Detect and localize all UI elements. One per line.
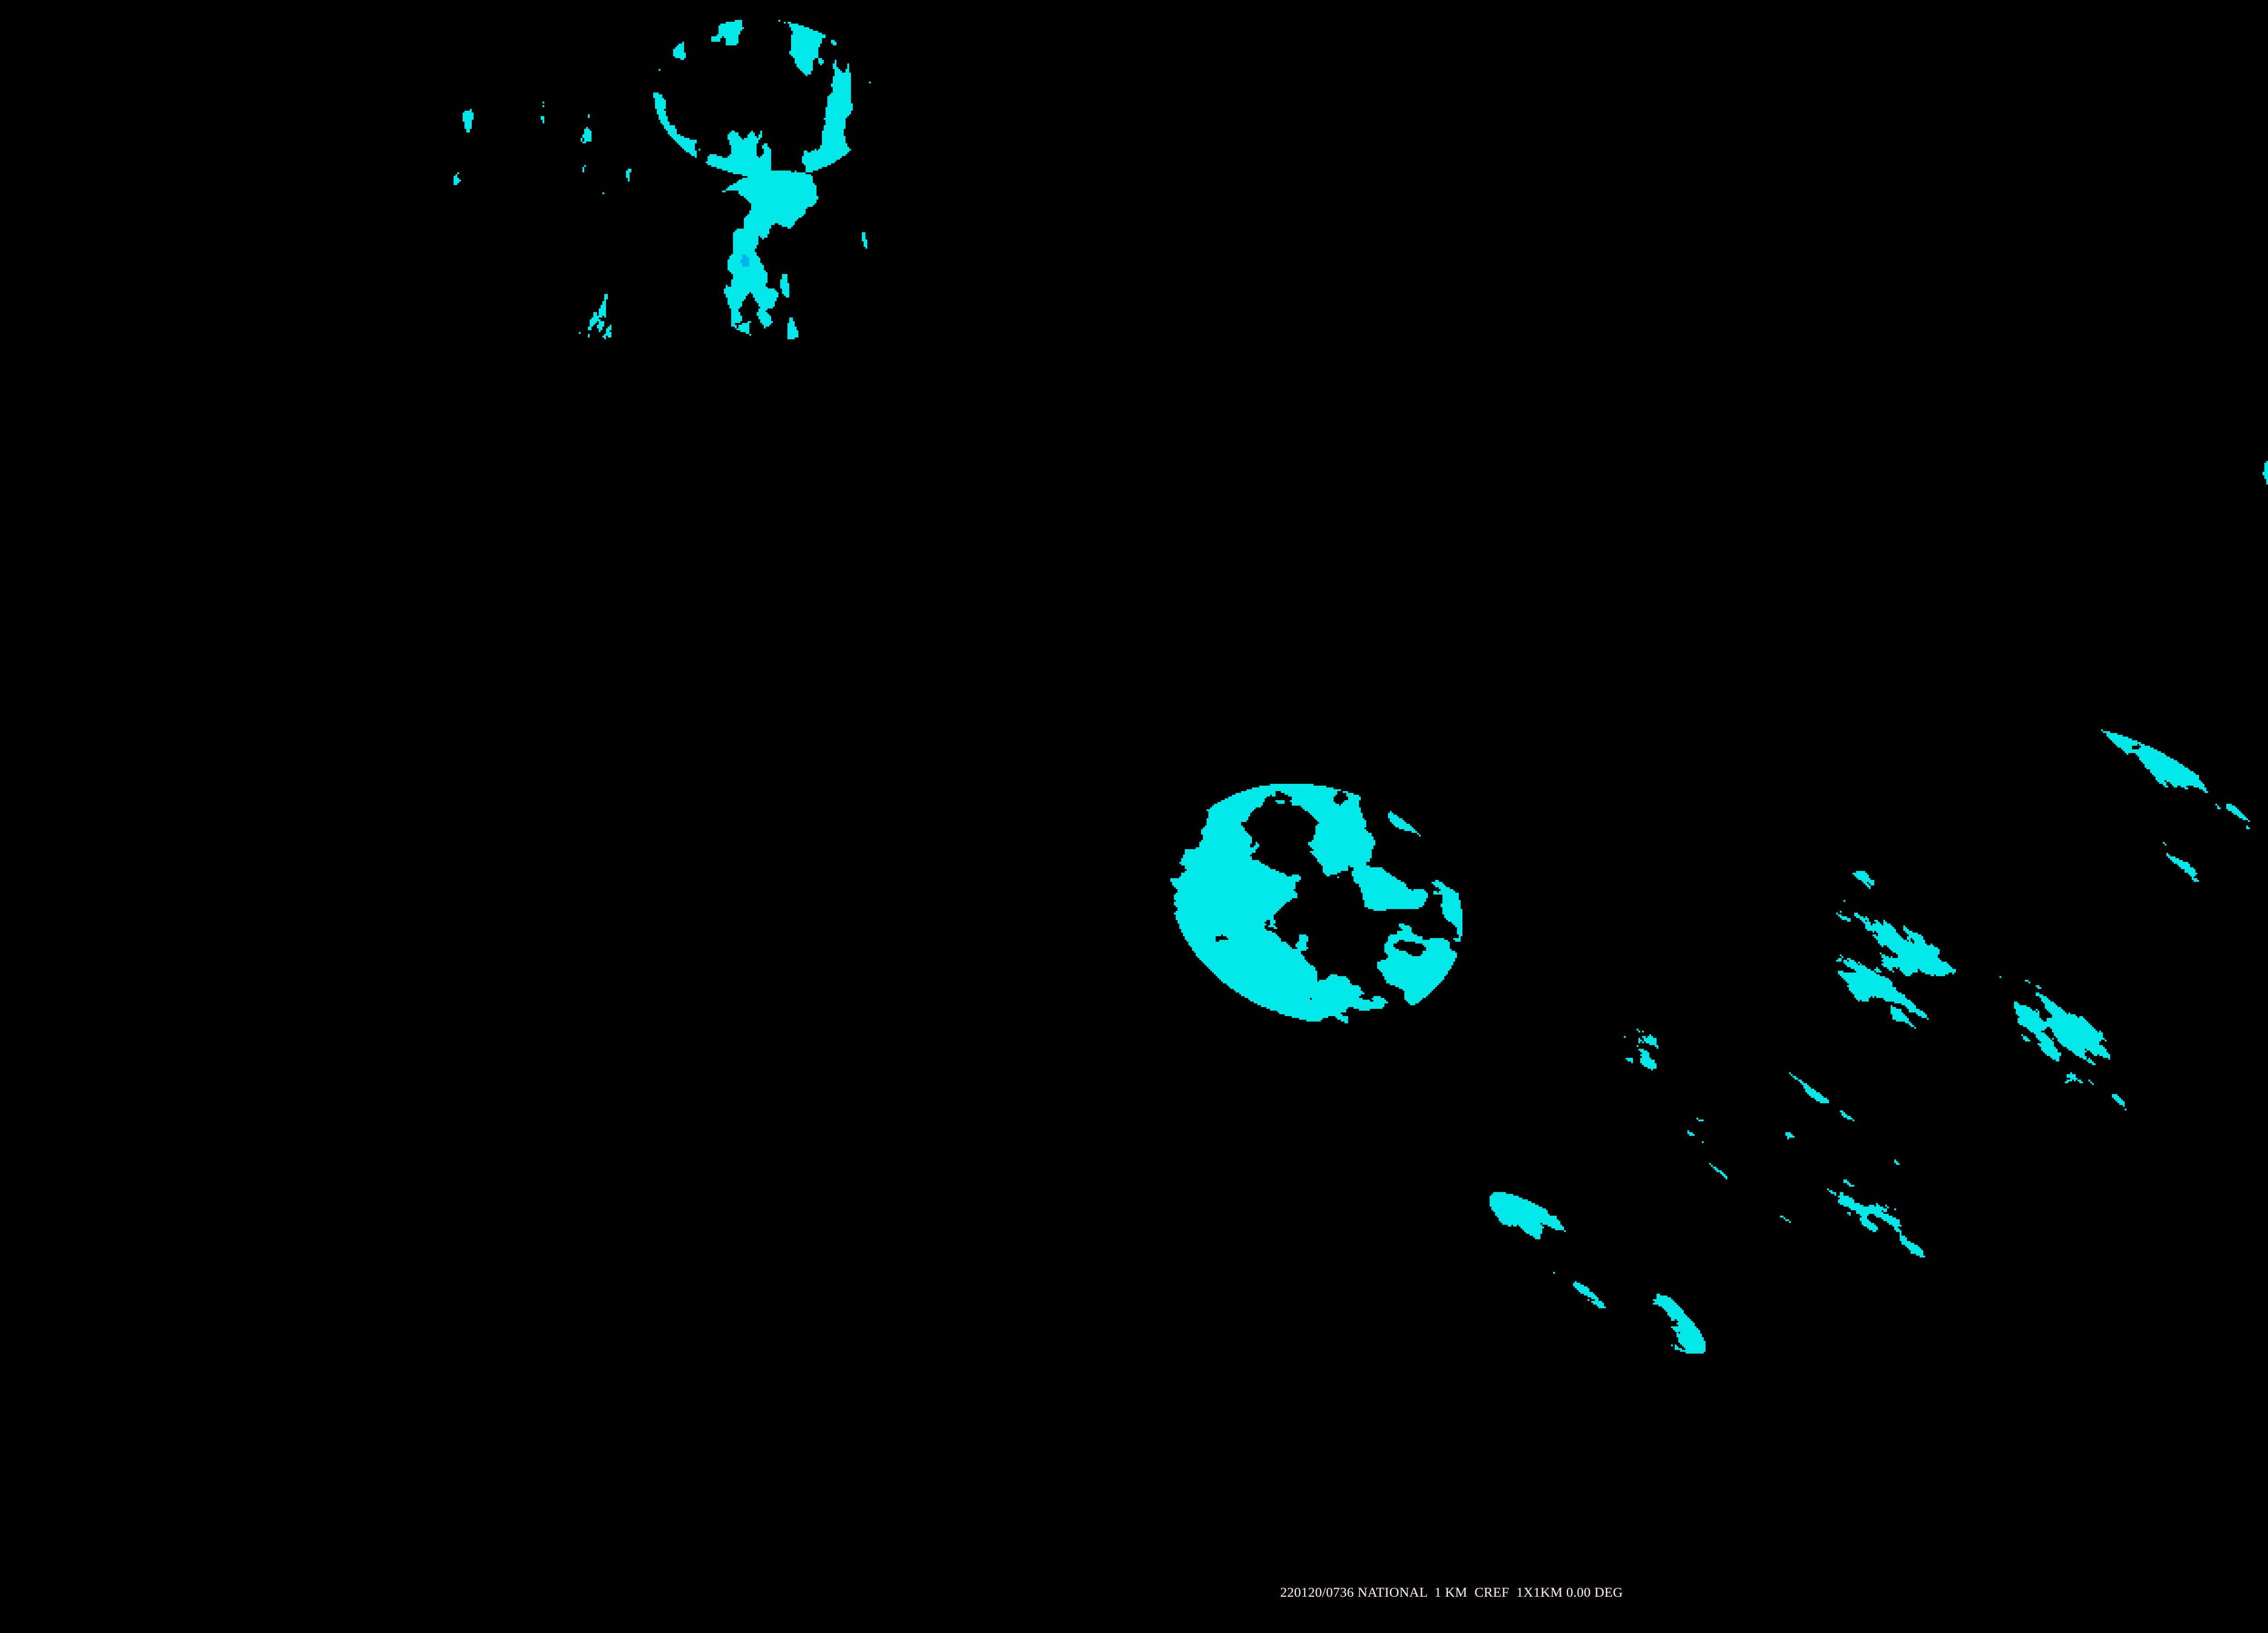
product-caption: 220120/0736 NATIONAL 1 KM CREF 1X1KM 0.0… bbox=[1280, 1585, 1623, 1600]
